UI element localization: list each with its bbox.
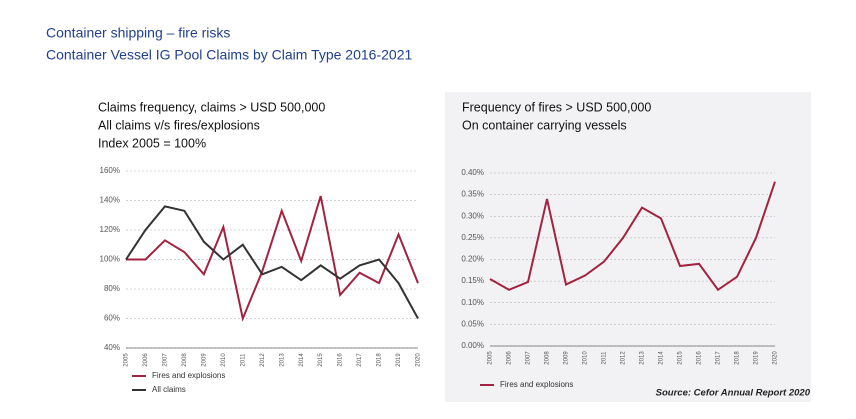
x-tick-label: 2008 <box>545 351 551 365</box>
x-tick-label: 2019 <box>396 353 402 367</box>
legend-label: All claims <box>152 385 186 394</box>
chart-title: On container carrying vessels <box>462 118 627 132</box>
chart-title: Index 2005 = 100% <box>98 136 206 150</box>
x-tick-label: 2017 <box>357 353 363 367</box>
right-panel <box>445 92 811 402</box>
x-tick-label: 2005 <box>124 353 130 367</box>
legend-label: Fires and explosions <box>500 380 573 389</box>
series-line <box>125 205 419 319</box>
legend-label: Fires and explosions <box>152 371 225 380</box>
y-tick-label: 160% <box>100 166 120 175</box>
x-tick-label: 2007 <box>163 353 169 367</box>
y-tick-label: 0.05% <box>461 319 484 328</box>
y-tick-label: 0.15% <box>461 276 484 285</box>
y-tick-label: 80% <box>104 284 120 293</box>
x-tick-label: 2010 <box>583 351 589 365</box>
x-tick-label: 2014 <box>659 351 665 365</box>
y-tick-label: 60% <box>104 314 120 323</box>
x-tick-label: 2013 <box>279 353 285 367</box>
y-tick-label: 40% <box>104 343 120 352</box>
chart-title: All claims v/s fires/explosions <box>98 118 260 132</box>
x-tick-label: 2017 <box>716 351 722 365</box>
y-tick-label: 0.35% <box>461 190 484 199</box>
x-tick-label: 2013 <box>640 351 646 365</box>
source: Source: Cefor Annual Report 2020 <box>656 388 811 399</box>
series-line <box>126 195 419 322</box>
x-tick-label: 2015 <box>318 353 324 367</box>
x-tick-label: 2012 <box>260 353 266 367</box>
x-tick-label: 2009 <box>201 353 207 367</box>
x-tick-label: 2016 <box>697 351 703 365</box>
slide-subtitle: Container Vessel IG Pool Claims by Claim… <box>46 47 412 63</box>
y-tick-label: 0.10% <box>461 298 484 307</box>
x-tick-label: 2007 <box>526 351 532 365</box>
x-tick-label: 2015 <box>678 351 684 365</box>
y-tick-label: 0.30% <box>461 211 484 220</box>
x-tick-label: 2005 <box>488 351 494 365</box>
x-tick-label: 2019 <box>754 351 760 365</box>
y-tick-label: 0.40% <box>461 168 484 177</box>
x-tick-label: 2018 <box>377 353 383 367</box>
series-line <box>489 181 776 292</box>
x-tick-label: 2020 <box>773 351 779 365</box>
x-tick-label: 2006 <box>143 353 149 367</box>
y-tick-label: 0.00% <box>461 341 484 350</box>
x-tick-label: 2014 <box>299 353 305 367</box>
slide-title: Container shipping – fire risks <box>46 25 230 41</box>
x-tick-label: 2012 <box>621 351 627 365</box>
y-tick-label: 140% <box>100 196 120 205</box>
y-tick-label: 0.25% <box>461 233 484 242</box>
x-tick-label: 2006 <box>507 351 513 365</box>
x-tick-label: 2018 <box>735 351 741 365</box>
x-tick-label: 2010 <box>221 353 227 367</box>
chart-title: Frequency of fires > USD 500,000 <box>462 100 651 114</box>
x-tick-label: 2011 <box>602 351 608 365</box>
x-tick-label: 2008 <box>182 353 188 367</box>
chart-title: Claims frequency, claims > USD 500,000 <box>98 100 325 114</box>
y-tick-label: 0.20% <box>461 255 484 264</box>
y-tick-label: 120% <box>100 225 120 234</box>
x-tick-label: 2020 <box>416 353 422 367</box>
x-tick-label: 2016 <box>338 353 344 367</box>
x-tick-label: 2009 <box>564 351 570 365</box>
y-tick-label: 100% <box>100 255 120 264</box>
x-tick-label: 2011 <box>240 353 246 367</box>
